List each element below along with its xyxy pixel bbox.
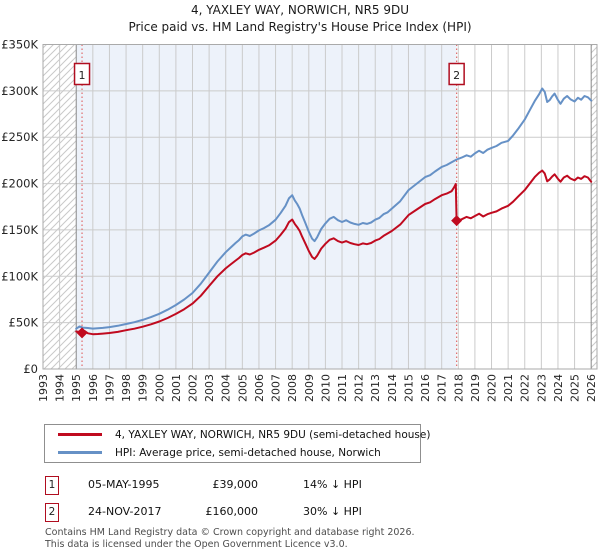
svg-text:2008: 2008 [286,374,299,402]
property-line-swatch [58,433,102,436]
svg-text:£100K: £100K [1,269,38,283]
svg-text:1994: 1994 [54,374,67,402]
legend-item-hpi: HPI: Average price, semi-detached house,… [45,444,420,462]
svg-text:2024: 2024 [552,374,565,402]
svg-text:2: 2 [453,69,460,82]
sale-2-hpi-diff: 30% ↓ HPI [303,505,362,518]
svg-text:2009: 2009 [303,374,316,402]
sale-2-date: 24-NOV-2017 [88,505,162,518]
svg-text:1: 1 [79,69,86,82]
chart-legend: 4, YAXLEY WAY, NORWICH, NR5 9DU (semi-de… [44,424,430,463]
sale-row-1: 1 05-MAY-1995 £39,000 14% ↓ HPI [0,476,600,498]
svg-text:2019: 2019 [469,374,482,402]
legend-item-property: 4, YAXLEY WAY, NORWICH, NR5 9DU (semi-de… [45,426,430,444]
svg-text:2007: 2007 [270,374,283,402]
license-footer: Contains HM Land Registry data © Crown c… [45,527,415,550]
svg-text:2020: 2020 [486,374,499,402]
svg-text:2015: 2015 [402,374,415,402]
svg-text:2001: 2001 [170,374,183,402]
sale-marker-1: 1 [45,476,59,495]
svg-text:2011: 2011 [336,374,349,402]
svg-text:1996: 1996 [87,374,100,402]
svg-text:2026: 2026 [585,374,598,402]
sale-marker-2: 2 [45,503,59,522]
svg-text:1993: 1993 [37,374,50,402]
svg-text:£250K: £250K [1,130,38,144]
hpi-line-swatch [58,451,102,454]
footer-line-2: This data is licensed under the Open Gov… [45,538,348,550]
svg-text:£150K: £150K [1,223,38,237]
svg-text:2012: 2012 [353,374,366,402]
svg-text:1999: 1999 [137,374,150,402]
svg-text:2017: 2017 [436,374,449,402]
legend-label-property: 4, YAXLEY WAY, NORWICH, NR5 9DU (semi-de… [115,428,431,441]
svg-text:2002: 2002 [187,374,200,402]
svg-text:£200K: £200K [1,177,38,191]
svg-text:2005: 2005 [236,374,249,402]
svg-text:2018: 2018 [452,374,465,402]
sale-1-date: 05-MAY-1995 [88,478,160,491]
page-subtitle: Price paid vs. HM Land Registry's House … [128,20,472,34]
svg-text:2023: 2023 [535,374,548,402]
svg-text:2014: 2014 [386,374,399,402]
svg-text:1995: 1995 [70,374,83,402]
svg-text:£50K: £50K [9,316,39,330]
svg-text:2022: 2022 [519,374,532,402]
price-history-chart: £0 £50K £100K £150K £200K £250K £300K £350K 1993… [1,38,598,403]
page-title: 4, YAXLEY WAY, NORWICH, NR5 9DU [190,3,410,17]
svg-text:2004: 2004 [220,374,233,402]
svg-text:2000: 2000 [153,374,166,402]
svg-text:1997: 1997 [103,374,116,402]
svg-text:£0: £0 [23,362,38,376]
svg-text:2010: 2010 [319,374,332,402]
svg-text:2003: 2003 [203,374,216,402]
svg-text:2025: 2025 [569,374,582,402]
svg-text:2021: 2021 [502,374,515,402]
sale-row-2: 2 24-NOV-2017 £160,000 30% ↓ HPI [0,503,600,525]
svg-text:2013: 2013 [369,374,382,402]
sale-1-price: £39,000 [212,478,259,491]
svg-text:2016: 2016 [419,374,432,402]
svg-text:2006: 2006 [253,374,266,402]
legend-label-hpi: HPI: Average price, semi-detached house,… [115,446,381,459]
svg-text:1998: 1998 [120,374,133,402]
sale-2-price: £160,000 [205,505,259,518]
sale-1-hpi-diff: 14% ↓ HPI [303,478,362,491]
svg-text:£350K: £350K [1,38,38,52]
svg-text:£300K: £300K [1,84,38,98]
footer-line-1: Contains HM Land Registry data © Crown c… [45,527,415,538]
